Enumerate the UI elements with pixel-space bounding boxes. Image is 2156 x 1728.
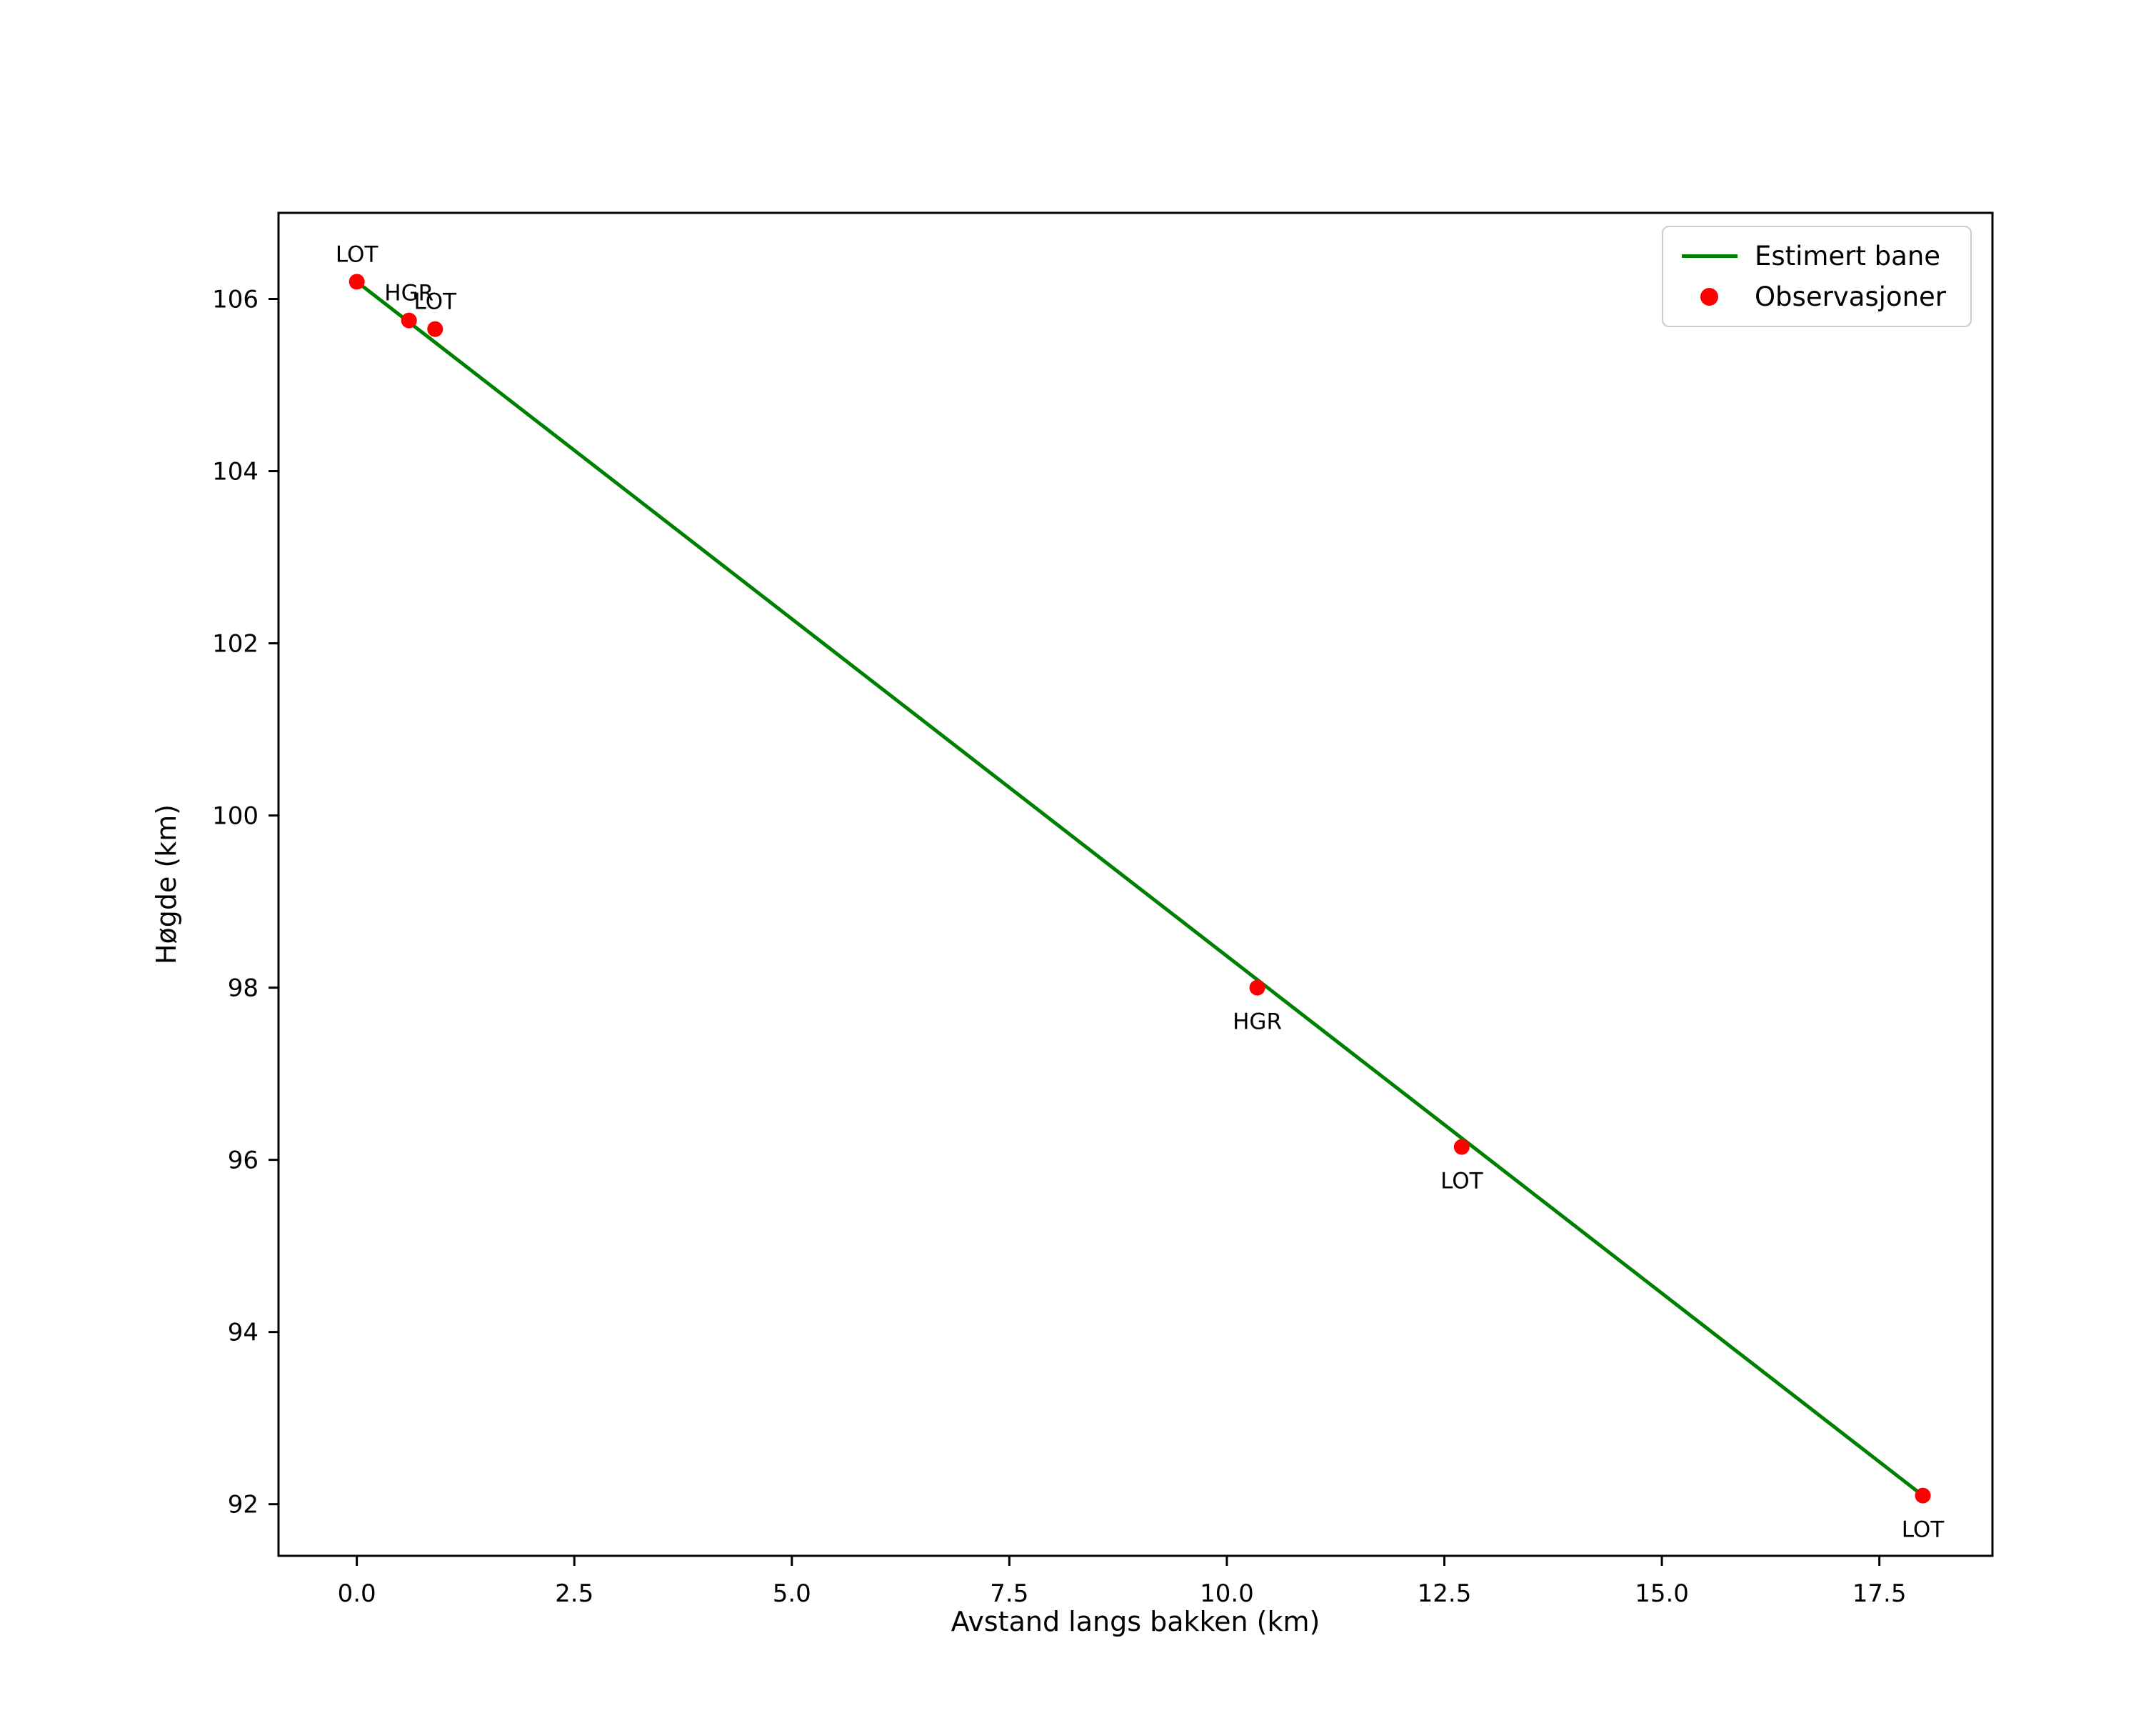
legend-marker-sample-wrap [1682,288,1738,306]
x-tick-label: 5.0 [773,1579,811,1608]
legend-label: Observasjoner [1754,281,1946,312]
y-tick-label: 106 [212,286,259,314]
x-axis-label: Avstand langs bakken (km) [951,1606,1320,1637]
x-tick-label: 17.5 [1852,1579,1907,1608]
y-tick-label: 96 [228,1147,259,1175]
y-tick-label: 104 [212,458,259,486]
estimated-trajectory-line [355,279,1925,1498]
legend: Estimert bane Observasjoner [1661,226,1972,327]
y-tick-label: 100 [212,802,259,831]
observation-label: HGR [1233,1009,1282,1035]
y-tick-label: 92 [228,1491,259,1519]
x-tick-label: 2.5 [555,1579,593,1608]
line-sample-icon [1681,254,1738,258]
observation-point [427,321,443,337]
x-tick-label: 7.5 [990,1579,1028,1608]
y-tick-label: 102 [212,630,259,659]
observation-point [401,312,417,329]
observation-label: LOT [414,289,458,315]
observation-label: HGR [384,281,433,306]
x-tick-label: 12.5 [1418,1579,1472,1608]
y-axis-label: Høgde (km) [151,804,182,965]
x-tick-label: 10.0 [1200,1579,1254,1608]
legend-label: Estimert bane [1754,241,1941,271]
marker-sample-icon [1700,288,1719,306]
observation-label: LOT [336,241,379,267]
observation-point [1915,1487,1931,1504]
observation-label: LOT [1902,1517,1945,1543]
plot-frame [277,211,1994,1557]
y-tick-label: 98 [228,974,259,1003]
observation-label: LOT [1440,1169,1484,1194]
x-tick-label: 15.0 [1635,1579,1689,1608]
legend-line-sample-wrap [1681,254,1738,258]
observation-point [349,274,365,290]
observation-point [1249,979,1265,996]
x-tick-label: 0.0 [338,1579,376,1608]
observation-point [1453,1139,1470,1155]
y-tick-label: 94 [228,1319,259,1347]
legend-entry-estimert-bane: Estimert bane [1681,241,1946,271]
legend-entry-observasjoner: Observasjoner [1682,284,1946,310]
